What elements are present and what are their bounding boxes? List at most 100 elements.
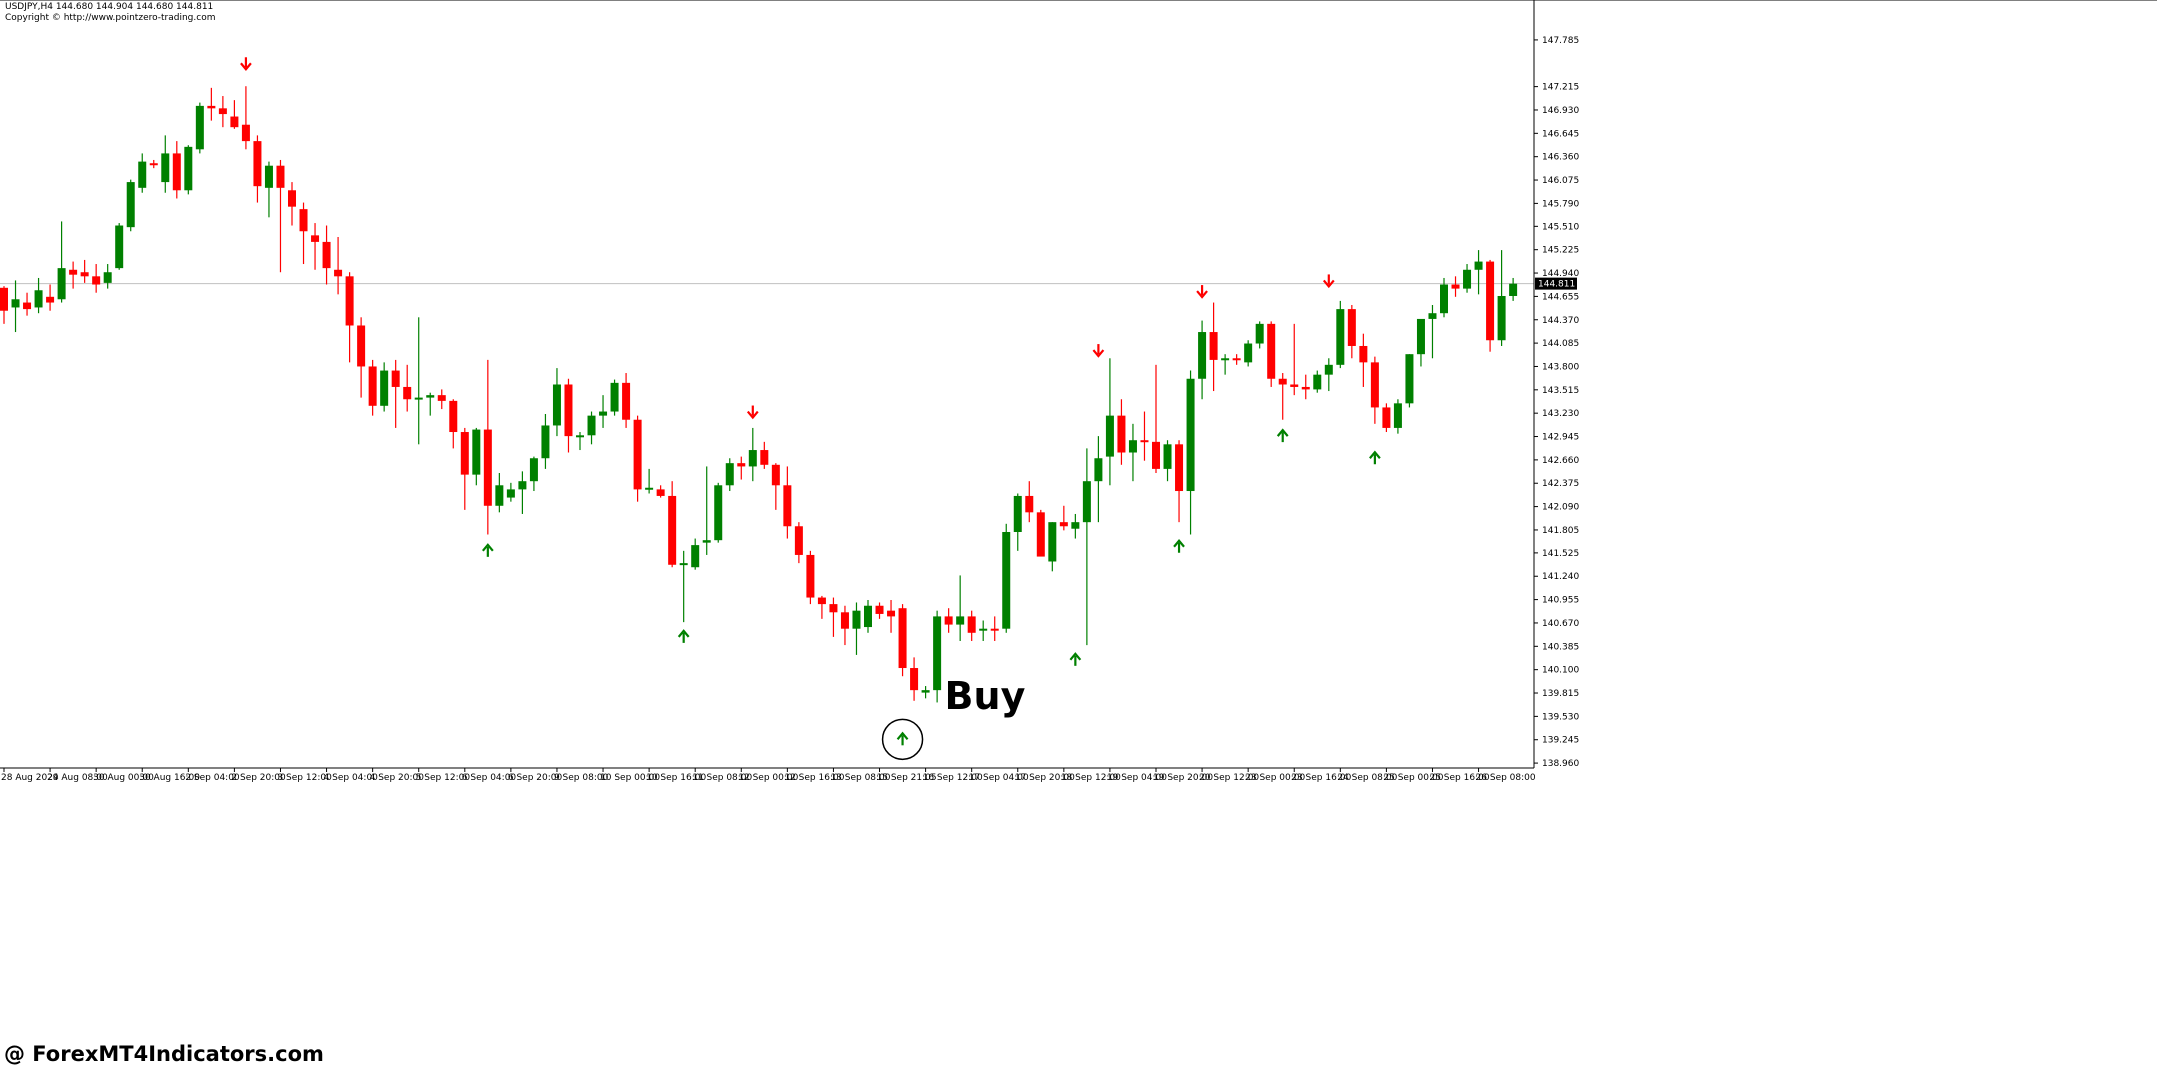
candle: [933, 610, 942, 703]
candle: [322, 225, 331, 285]
candle-body: [933, 616, 942, 691]
candle: [1071, 513, 1080, 539]
candle: [1198, 320, 1207, 400]
candle-body: [322, 241, 331, 269]
x-tick-label: 10 Sep 00:00: [600, 773, 660, 783]
candle-body: [875, 605, 884, 614]
buy-label: Buy: [945, 674, 1026, 718]
y-tick-label: 142.945: [1542, 433, 1579, 443]
candle-body: [1405, 354, 1414, 404]
buy-arrow-icon: [896, 731, 909, 746]
candle-body: [207, 105, 216, 109]
candle: [806, 550, 815, 605]
y-tick-label: 141.805: [1542, 526, 1579, 536]
y-tick-label: 141.240: [1542, 572, 1579, 582]
candle: [887, 600, 896, 633]
candle-body: [1267, 323, 1276, 379]
candle: [1278, 373, 1287, 420]
candle: [587, 411, 596, 445]
y-tick-label: 145.790: [1542, 199, 1579, 209]
candle-body: [172, 153, 181, 191]
candle: [1313, 370, 1322, 393]
candle-body: [552, 384, 561, 426]
y-tick-label: 146.930: [1542, 106, 1579, 116]
candle-body: [944, 616, 953, 625]
candle-body: [564, 384, 573, 437]
candle-body: [437, 395, 446, 401]
candle-body: [956, 616, 965, 625]
buy-arrow-icon: [1069, 652, 1082, 666]
candle: [57, 221, 66, 303]
sell-arrow-icon: [240, 57, 252, 71]
candle-body: [967, 616, 976, 633]
candle: [1209, 302, 1218, 392]
candle-body: [126, 182, 135, 228]
candle: [1290, 323, 1299, 396]
candle-body: [887, 610, 896, 617]
candle: [1440, 277, 1448, 318]
x-tick-label: 3 Sep 12:00: [277, 773, 332, 783]
candle-body: [1290, 384, 1299, 387]
candle-body: [1209, 332, 1218, 360]
candle: [253, 135, 262, 203]
y-tick-label: 139.530: [1542, 712, 1579, 722]
candle: [195, 102, 204, 154]
candle: [1128, 423, 1137, 482]
candle: [610, 379, 619, 416]
sell-arrow-icon: [1196, 285, 1208, 299]
candle: [1370, 356, 1379, 424]
candle: [875, 602, 884, 619]
candle-body: [1059, 522, 1068, 527]
candle-body: [1152, 441, 1160, 469]
candle: [956, 575, 965, 641]
candle: [1082, 448, 1091, 646]
candle: [184, 145, 193, 195]
x-tick-label: 18 Sep 12:00: [1061, 773, 1121, 783]
candle-body: [668, 495, 677, 565]
x-tick-label: 25 Sep 16:00: [1429, 773, 1489, 783]
x-tick-label: 19 Sep 20:00: [1153, 773, 1213, 783]
candle: [737, 456, 746, 480]
candle-body: [1313, 374, 1322, 390]
candle: [426, 392, 435, 416]
candle-body: [495, 485, 504, 506]
candle: [472, 427, 481, 486]
candle-body: [1509, 283, 1518, 296]
y-tick-label: 140.955: [1542, 596, 1579, 606]
candle-body: [1198, 332, 1207, 379]
candle: [345, 272, 354, 363]
candle-body: [368, 366, 377, 406]
x-tick-label: 16 Sep 12:00: [923, 773, 983, 783]
candle-body: [288, 190, 296, 207]
candle: [230, 100, 239, 129]
candle: [576, 432, 584, 451]
candle: [1152, 364, 1160, 473]
candle-body: [472, 429, 481, 475]
candle-body: [610, 382, 619, 412]
candle-body: [299, 209, 308, 232]
candle: [34, 277, 43, 314]
candle: [357, 317, 366, 398]
current-price-label: 144.811: [1538, 280, 1575, 290]
candle: [218, 96, 227, 128]
candle: [967, 610, 976, 641]
current-price-badge: [1535, 277, 1577, 290]
candle-body: [460, 432, 469, 475]
x-tick-label: 15 Sep 21:05: [877, 773, 937, 783]
candle-body: [1140, 440, 1149, 443]
candle-body: [1278, 378, 1287, 385]
y-tick-label: 143.230: [1542, 409, 1579, 419]
candle-body: [679, 563, 688, 566]
x-tick-label: 11 Sep 08:00: [692, 773, 752, 783]
candle: [518, 471, 527, 514]
candle: [656, 485, 665, 498]
candle: [829, 597, 838, 637]
candle: [1428, 305, 1437, 359]
candle: [506, 482, 515, 502]
y-tick-label: 142.090: [1542, 503, 1579, 513]
candle-body: [1013, 495, 1022, 532]
copyright-text: Copyright © http://www.pointzero-trading…: [5, 13, 216, 23]
x-tick-label: 26 Sep 08:00: [1476, 773, 1536, 783]
y-tick-label: 138.960: [1542, 759, 1579, 769]
